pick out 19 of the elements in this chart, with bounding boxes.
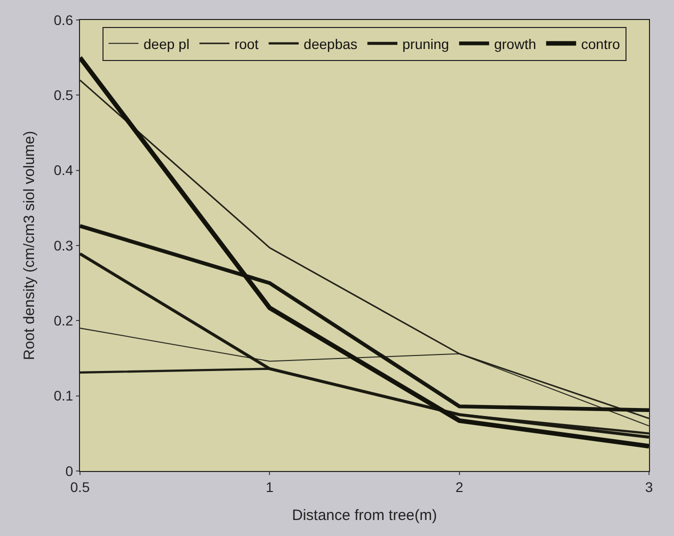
legend-label: deep pl — [144, 36, 190, 52]
y-tick-label: 0.1 — [54, 388, 74, 404]
y-tick-label: 0.6 — [54, 12, 74, 28]
legend-label: growth — [494, 36, 536, 52]
y-tick-label: 0.3 — [54, 237, 74, 254]
legend-label: deepbas — [304, 36, 358, 52]
y-tick-label: 0 — [65, 462, 74, 479]
legend-label: contro — [581, 36, 620, 52]
y-axis-title: Root density (cm/cm3 siol volume) — [20, 130, 38, 360]
x-tick-label: 3 — [645, 478, 654, 495]
y-tick-label: 0.2 — [54, 312, 74, 329]
x-tick-label: 0.5 — [70, 478, 90, 495]
y-tick-label: 0.4 — [54, 162, 74, 178]
y-tick-label: 0.5 — [54, 87, 74, 104]
legend-label: root — [234, 36, 259, 52]
x-tick-label: 2 — [455, 478, 464, 495]
legend-label: pruning — [402, 36, 450, 52]
x-axis-title: Distance from tree(m) — [292, 506, 438, 524]
x-tick-label: 1 — [266, 478, 274, 495]
